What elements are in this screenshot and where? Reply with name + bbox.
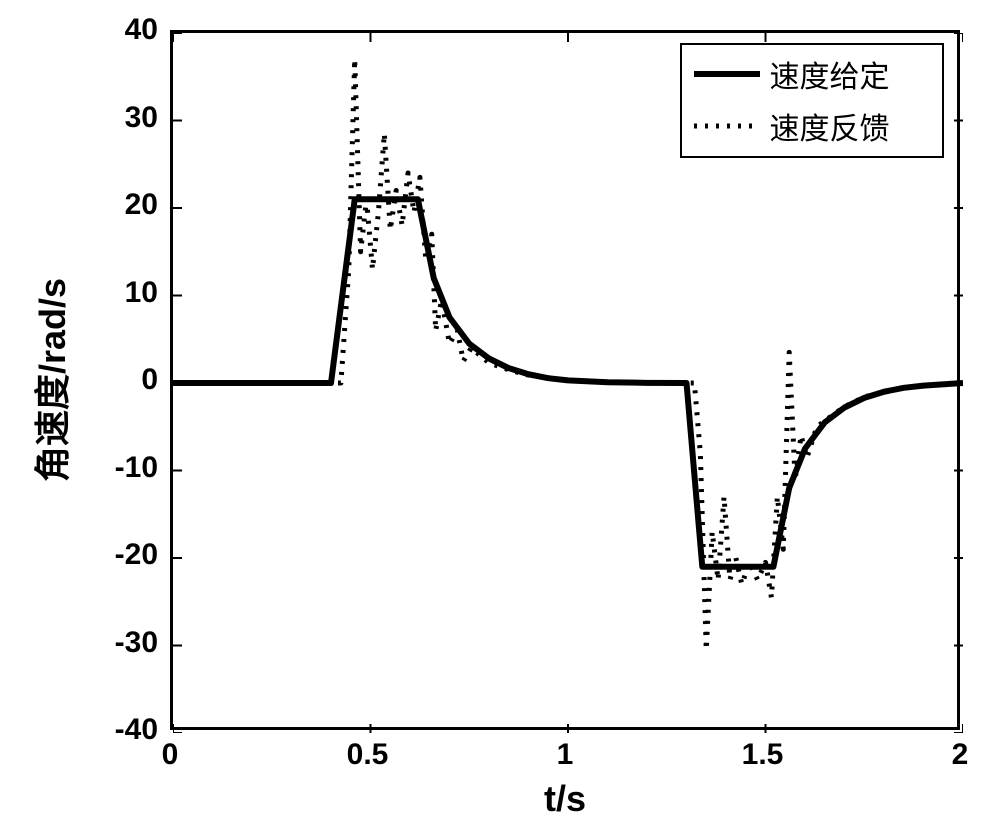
x-axis-label: t/s	[544, 778, 586, 820]
y-tick-label: 30	[125, 101, 158, 135]
x-tick-label: 0	[162, 738, 179, 772]
y-tick-label: 20	[125, 188, 158, 222]
y-tick-label: -10	[115, 451, 158, 485]
legend-label-given: 速度给定	[770, 52, 890, 96]
legend-label-feedback: 速度反馈	[770, 104, 890, 148]
y-tick-label: 40	[125, 13, 158, 47]
chart-figure: 角速度/rad/s t/s -40 -30 -20 -10 0 10 20 30 40 0 0.5…	[0, 0, 1000, 837]
y-tick-label: -30	[115, 626, 158, 660]
legend-item-given: 速度给定	[692, 52, 933, 96]
x-tick-label: 0.5	[347, 738, 389, 772]
legend: 速度给定速度反馈	[680, 43, 945, 159]
y-tick-label: 10	[125, 276, 158, 310]
y-tick-label: 0	[141, 363, 158, 397]
legend-swatch-feedback	[692, 115, 762, 137]
y-tick-label: -20	[115, 538, 158, 572]
y-axis-label: 角速度/rad/s	[24, 278, 76, 482]
x-tick-label: 1.5	[742, 738, 784, 772]
y-tick-label: -40	[115, 713, 158, 747]
x-tick-label: 2	[952, 738, 969, 772]
series-given-line	[173, 199, 963, 567]
legend-item-feedback: 速度反馈	[692, 104, 933, 148]
x-tick-label: 1	[557, 738, 574, 772]
legend-swatch-given	[692, 63, 762, 85]
